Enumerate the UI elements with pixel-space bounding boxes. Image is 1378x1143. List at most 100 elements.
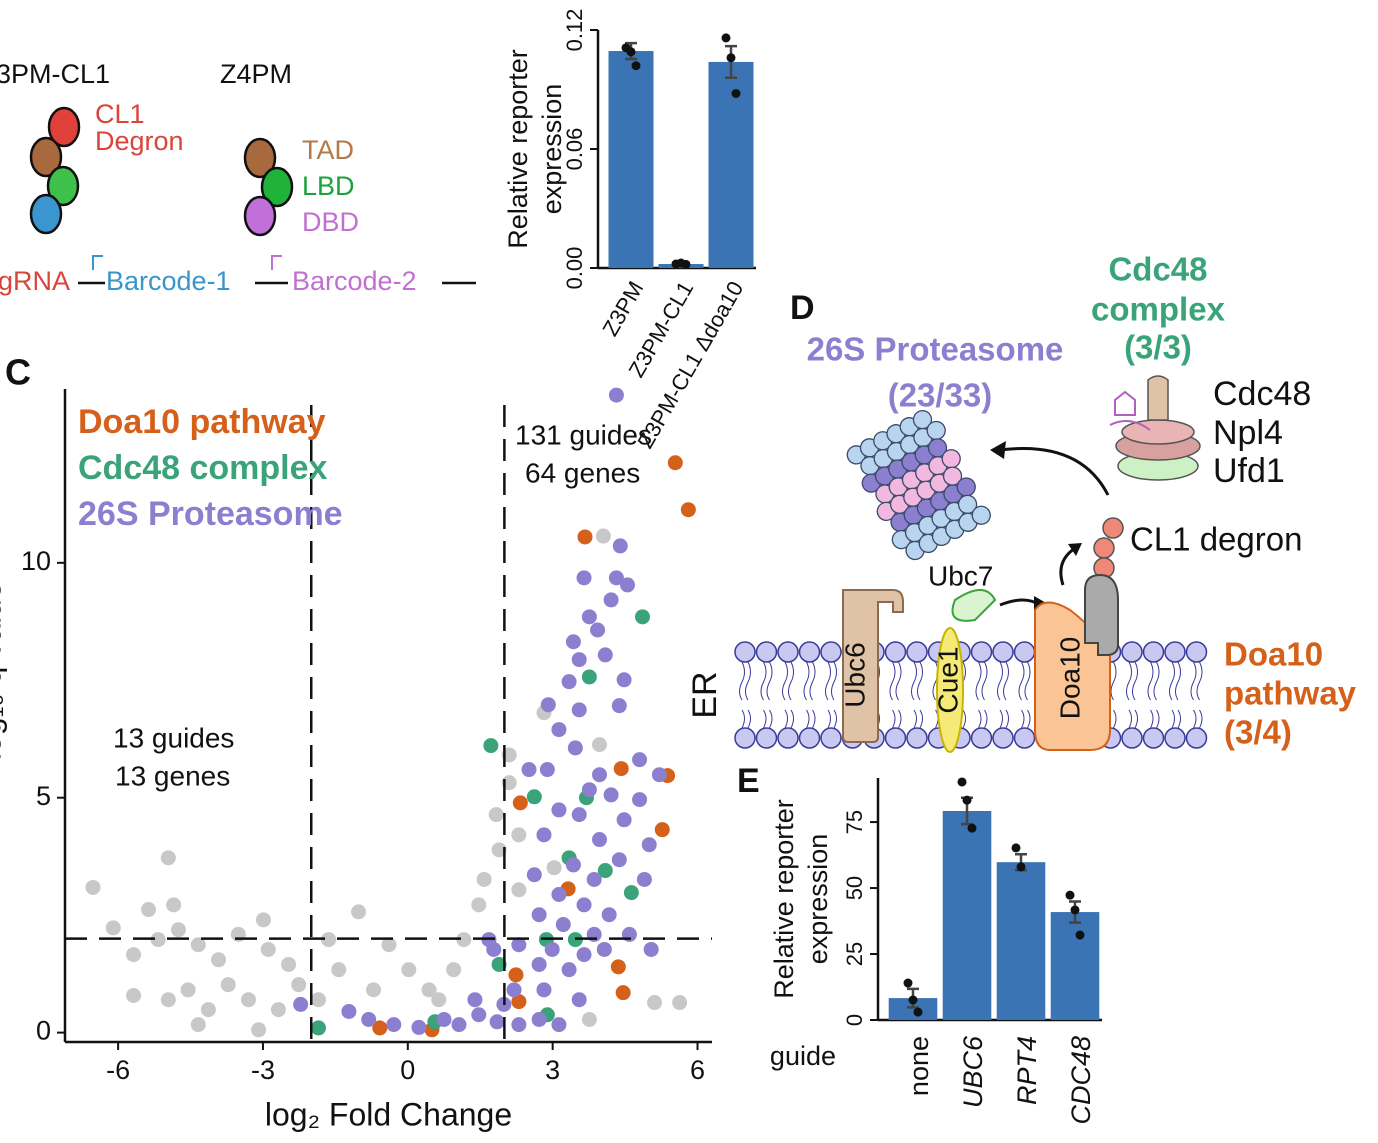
point	[150, 932, 166, 948]
point	[551, 886, 567, 902]
lipid-head	[970, 641, 993, 663]
point	[591, 767, 607, 783]
point	[321, 932, 337, 948]
point	[451, 1017, 467, 1033]
panel-label: D	[790, 289, 815, 327]
y-tick-label: 10	[21, 546, 51, 576]
domain-label: CL1	[95, 99, 145, 129]
legend-label: Cdc48 complex	[78, 449, 328, 487]
bar	[608, 51, 654, 269]
subunit	[927, 438, 948, 458]
legend-label: 26S Proteasome	[78, 495, 343, 533]
lipid-tail	[760, 661, 773, 729]
x-tick-label: -6	[106, 1055, 130, 1085]
point	[576, 897, 592, 913]
point	[190, 937, 206, 953]
y-axis-label: Relative reporter	[769, 799, 799, 999]
y-tick-label: 0.12	[562, 9, 587, 52]
point	[647, 995, 663, 1011]
point	[612, 538, 628, 554]
point	[651, 767, 667, 783]
point	[341, 1003, 357, 1019]
panel-label: E	[737, 762, 760, 800]
replicate-point	[626, 47, 636, 57]
point	[476, 871, 492, 887]
point	[351, 904, 367, 920]
point	[603, 592, 619, 608]
point	[291, 977, 307, 993]
lipid-head	[1142, 641, 1165, 663]
point	[489, 1014, 505, 1030]
point	[576, 570, 592, 586]
lipid-tail	[1147, 661, 1160, 729]
protein-label: Ubc6	[839, 642, 870, 707]
point	[540, 697, 556, 713]
lipid-head	[1013, 727, 1036, 749]
point	[581, 1011, 597, 1027]
point	[381, 937, 397, 953]
point	[105, 920, 121, 936]
point	[511, 1017, 527, 1033]
y-tick-label: 5	[36, 781, 51, 811]
lipid-tail	[911, 661, 923, 729]
point	[641, 837, 657, 853]
lipid-head	[777, 727, 799, 749]
point	[667, 455, 683, 471]
point	[411, 1019, 427, 1035]
point	[386, 1017, 402, 1033]
lipid-head	[755, 727, 778, 749]
lipid-head	[820, 727, 842, 749]
legend-label: Doa10 pathway	[78, 403, 326, 441]
point	[595, 528, 611, 544]
point	[170, 922, 186, 938]
substrate	[1109, 390, 1151, 431]
panel-d: D 26S Proteasome (23/33) Cdc48 complex (…	[686, 251, 1357, 753]
point	[576, 947, 592, 963]
replicate-point	[681, 259, 691, 269]
point	[608, 570, 624, 586]
replicate-point	[721, 33, 731, 43]
x-tick-label: 0	[400, 1055, 415, 1085]
x-axis-label: guide	[770, 1041, 836, 1071]
point	[310, 1020, 326, 1036]
degron	[1093, 537, 1115, 559]
y-tick-label: 25	[842, 942, 867, 966]
point	[508, 967, 524, 983]
replicate-point	[1011, 843, 1021, 853]
y-axis-label: expression	[803, 834, 833, 965]
domain-label: LBD	[302, 171, 355, 201]
proteasome-count: (23/33)	[888, 377, 993, 414]
point	[571, 652, 587, 668]
point	[85, 879, 101, 895]
point	[610, 959, 626, 975]
lipid-tail	[1190, 661, 1203, 729]
complex-count: (3/3)	[1124, 329, 1192, 366]
lipid-head	[884, 727, 907, 749]
x-tick-label: none	[904, 1036, 934, 1096]
replicate-point	[1070, 905, 1080, 915]
domain	[243, 137, 277, 179]
subunit	[957, 494, 978, 515]
point	[615, 985, 631, 1001]
point	[571, 992, 587, 1008]
panel-label: C	[5, 352, 31, 393]
proteasome	[846, 410, 991, 561]
point	[486, 941, 502, 957]
lipid-tail	[1126, 661, 1138, 729]
bar	[888, 998, 938, 1020]
point	[680, 502, 696, 518]
point	[632, 792, 648, 808]
domain	[46, 165, 80, 207]
point	[591, 737, 607, 753]
point	[561, 962, 577, 978]
point	[511, 827, 527, 843]
annotation: 13 genes	[115, 760, 230, 791]
x-axis-label: log₂ Fold Change	[265, 1096, 512, 1132]
ubc7	[951, 589, 997, 622]
replicate-point	[913, 1007, 923, 1017]
element-label: Barcode-2	[292, 266, 417, 296]
x-tick-label: 6	[690, 1055, 705, 1085]
point	[526, 789, 542, 805]
annotation: 13 guides	[113, 722, 234, 753]
point	[565, 857, 581, 873]
